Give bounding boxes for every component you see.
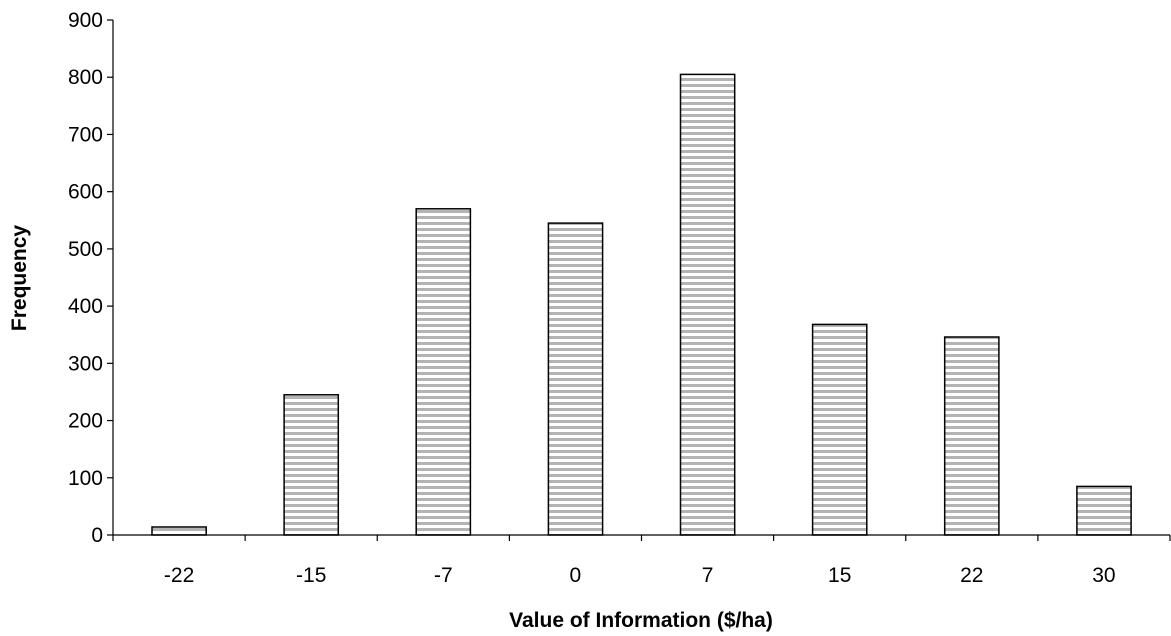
bar-0 [547,222,604,536]
y-tick-label: 0 [91,524,103,547]
y-tick-label: 800 [68,66,103,89]
x-tick-label: -7 [434,564,453,587]
y-axis-title: Frequency [8,225,31,332]
bars [151,73,1132,536]
y-tick-label: 500 [68,238,103,261]
x-tick-label: 0 [570,564,582,587]
bar--7 [415,208,472,536]
y-tick-label: 700 [68,123,103,146]
x-axis-title: Value of Information ($/ha) [509,609,773,632]
x-tick-label: 30 [1092,564,1115,587]
x-tick-labels: -22 -15 -7 0 7 15 22 30 [164,564,1116,587]
y-tick-label: 900 [68,9,103,32]
x-tick-label: 22 [960,564,983,587]
y-tick-label: 100 [68,467,103,490]
axes [107,19,1171,541]
x-tick-label: -22 [164,564,194,587]
y-tick-labels: 0 100 200 300 400 500 600 700 800 900 [68,9,103,547]
bar-30 [1076,485,1132,536]
bar-7 [679,73,736,536]
x-tick-label: 7 [702,564,714,587]
y-tick-label: 300 [68,352,103,375]
bar-22 [943,336,1000,536]
y-tick-label: 400 [68,295,103,318]
x-tick-label: -15 [296,564,326,587]
y-tick-label: 200 [68,410,103,433]
bar-15 [811,323,868,536]
bar--22 [151,526,207,536]
bar--15 [283,394,340,536]
y-tick-label: 600 [68,181,103,204]
x-tick-label: 15 [828,564,851,587]
